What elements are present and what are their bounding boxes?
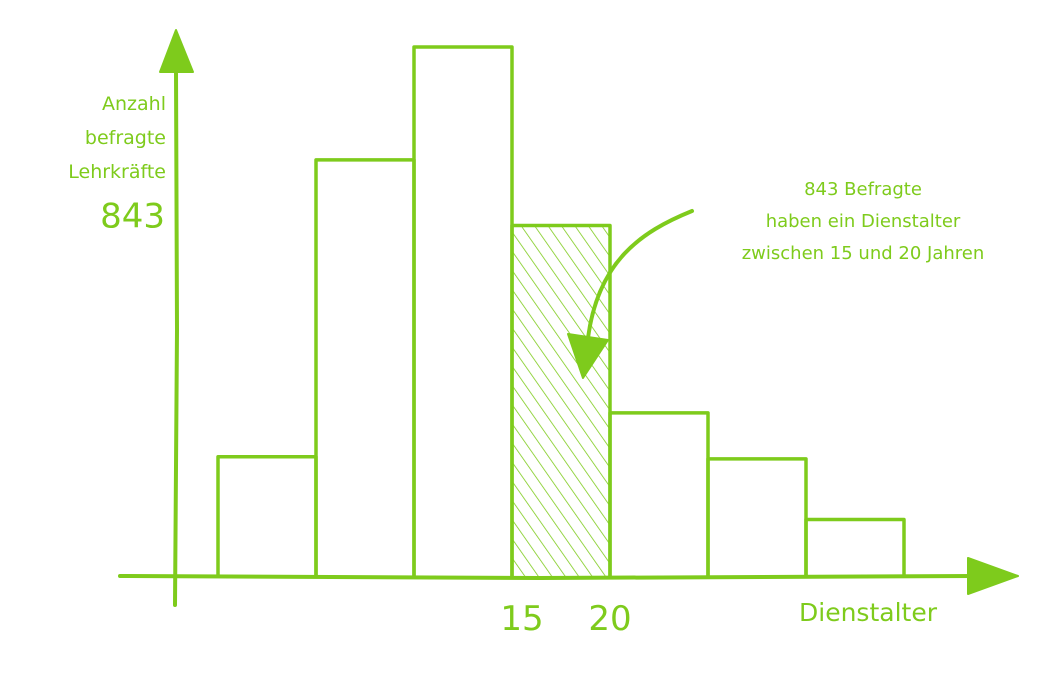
- histogram-bar: [706, 457, 808, 578]
- annotation-line-2: haben ein Dienstalter: [766, 211, 961, 232]
- y-axis: [173, 68, 180, 607]
- histogram-bar: [216, 454, 318, 578]
- bars-group: [216, 45, 906, 578]
- x-tick-label-20: 20: [588, 599, 631, 639]
- y-axis-label-line-3: Lehrkräfte: [68, 161, 166, 183]
- y-axis-arrowhead: [159, 29, 194, 73]
- histogram-bar: [412, 45, 514, 578]
- x-axis-arrowhead: [967, 557, 1019, 595]
- x-tick-label-15: 15: [500, 599, 543, 639]
- annotation-arrowhead: [567, 333, 609, 379]
- histogram-bar-highlighted: [510, 223, 612, 578]
- x-axis: [118, 574, 977, 581]
- y-axis-label-line-2: befragte: [85, 127, 166, 149]
- histogram-bar: [314, 158, 416, 578]
- x-axis-label: Dienstalter: [799, 598, 938, 627]
- annotation-line-1: 843 Befragte: [804, 179, 922, 200]
- y-axis-label-line-1: Anzahl: [102, 93, 166, 115]
- annotation-arrow: [586, 209, 694, 340]
- y-tick-label: 843: [100, 197, 165, 237]
- histogram-bar: [608, 411, 710, 578]
- histogram-bar: [804, 517, 906, 578]
- annotation-line-3: zwischen 15 und 20 Jahren: [742, 243, 985, 264]
